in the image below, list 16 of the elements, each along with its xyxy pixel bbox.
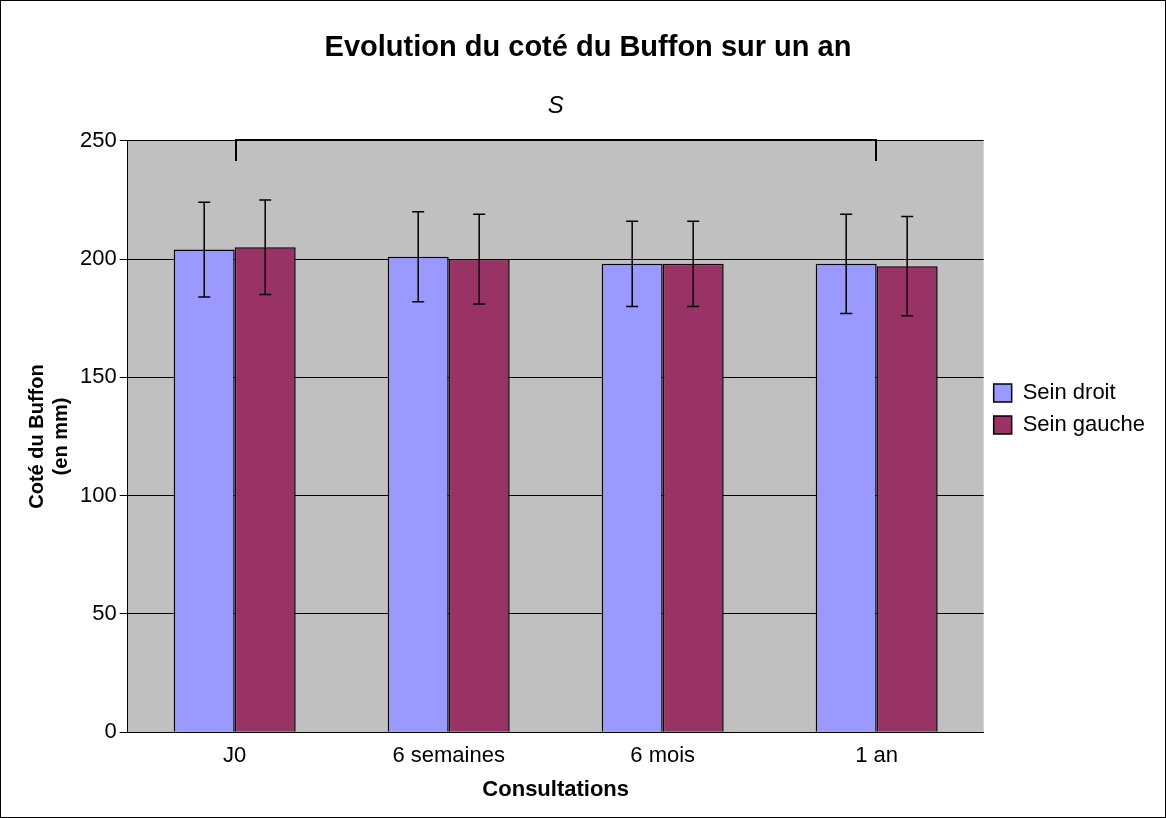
y-tick-label: 200 xyxy=(79,245,117,271)
x-axis-title: Consultations xyxy=(482,775,630,801)
y-tick-label: 0 xyxy=(104,718,117,744)
x-tick-label: 6 mois xyxy=(630,742,696,768)
y-tick-label: 250 xyxy=(79,126,117,152)
legend-label: Sein gauche xyxy=(1022,411,1146,437)
y-tick-label: 100 xyxy=(79,481,117,507)
chart-title: Evolution du coté du Buffon sur un an xyxy=(324,30,852,63)
y-tick-label: 150 xyxy=(79,363,117,389)
x-tick-label: 1 an xyxy=(855,742,899,768)
y-axis-title: Coté du Buffon (en mm) xyxy=(24,364,71,509)
x-tick-label: J0 xyxy=(223,742,247,768)
legend-label: Sein droit xyxy=(1022,379,1116,405)
text: S xyxy=(547,91,564,119)
y-tick-label: 50 xyxy=(92,599,117,625)
x-tick-label: 6 semaines xyxy=(392,742,505,768)
